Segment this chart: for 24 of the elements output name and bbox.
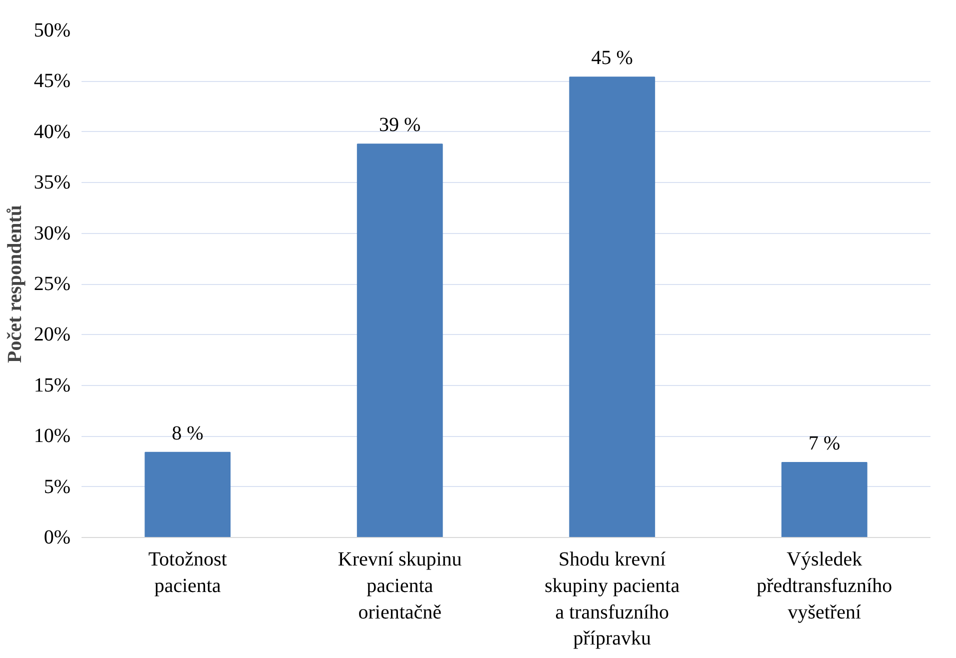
bar xyxy=(569,76,656,538)
y-tick-label: 25% xyxy=(34,273,71,295)
y-tick-label: 10% xyxy=(34,425,71,448)
bar xyxy=(144,452,231,538)
data-label: 45 % xyxy=(591,47,633,70)
x-tick-label: Krevní skupinu pacienta orientačně xyxy=(338,548,462,624)
data-label: 7 % xyxy=(808,432,840,454)
y-tick-label: 50% xyxy=(34,20,71,42)
bar xyxy=(356,144,443,538)
x-tick-label: Shodu krevní skupiny pacienta a transfuzního přípravku xyxy=(544,548,680,650)
bar xyxy=(781,462,868,538)
y-tick-label: 40% xyxy=(34,120,71,143)
y-axis-title: Počet respondentů xyxy=(4,205,26,363)
data-label: 39 % xyxy=(379,114,421,136)
y-tick-label: 0% xyxy=(44,526,71,548)
y-tick-label: 20% xyxy=(34,324,71,346)
y-tick-label: 5% xyxy=(44,476,71,498)
y-tick-label: 30% xyxy=(34,222,71,244)
y-tick-label: 45% xyxy=(34,70,71,92)
y-tick-label: 35% xyxy=(34,172,71,194)
x-tick-label: Výsledek předtransfuzního vyšetření xyxy=(756,548,892,624)
y-tick-label: 15% xyxy=(34,374,71,396)
data-label: 8 % xyxy=(172,422,204,444)
x-tick-label: Totožnost pacienta xyxy=(148,548,228,597)
